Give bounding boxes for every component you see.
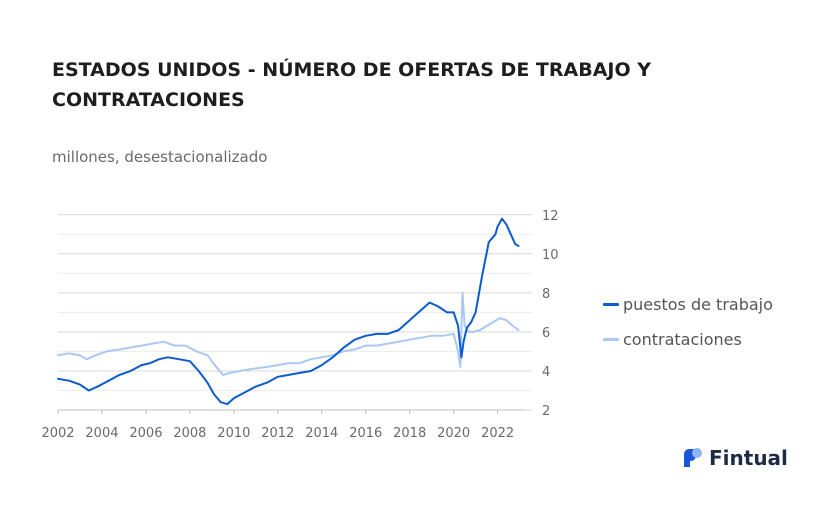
y-tick-label: 12	[542, 209, 559, 224]
axes: 2 4 6 8 10 12 2002 2004 2006 2008 2010 2012 2014 2016…	[41, 209, 558, 441]
x-tick-label: 2010	[217, 426, 250, 441]
legend-swatch	[603, 303, 619, 306]
series-lines	[57, 217, 520, 406]
chart-title: ESTADOS UNIDOS - NÚMERO DE OFERTAS DE TR…	[52, 59, 651, 111]
y-tick-label: 2	[542, 404, 550, 419]
legend-label: contrataciones	[623, 330, 742, 349]
x-tick-label: 2006	[129, 426, 162, 441]
x-tick-label: 2008	[173, 426, 206, 441]
x-tick-label: 2014	[305, 426, 338, 441]
y-tick-label: 10	[542, 248, 559, 263]
x-tick-label: 2020	[437, 426, 470, 441]
legend-item-puestos-de-trabajo: puestos de trabajo	[603, 295, 773, 314]
legend-swatch	[603, 338, 619, 341]
brand-name: Fintual	[709, 446, 788, 470]
y-tick-label: 4	[542, 365, 550, 380]
x-tick-label: 2018	[393, 426, 426, 441]
x-tick-label: 2002	[41, 426, 74, 441]
grid	[58, 214, 532, 411]
y-tick-label: 6	[542, 326, 550, 341]
y-tick-label: 8	[542, 287, 550, 302]
x-tick-label: 2022	[481, 426, 514, 441]
chart-subtitle: millones, desestacionalizado	[52, 148, 268, 166]
fintual-logo-icon	[684, 448, 702, 467]
x-tick-label: 2012	[261, 426, 294, 441]
legend-label: puestos de trabajo	[623, 295, 773, 314]
series-line-contrataciones	[57, 291, 520, 376]
series-line-puestos-de-trabajo	[57, 217, 520, 406]
x-tick-label: 2004	[85, 426, 118, 441]
legend-item-contrataciones: contrataciones	[603, 330, 742, 349]
x-tick-label: 2016	[349, 426, 382, 441]
fintual-logo: Fintual	[682, 446, 788, 470]
